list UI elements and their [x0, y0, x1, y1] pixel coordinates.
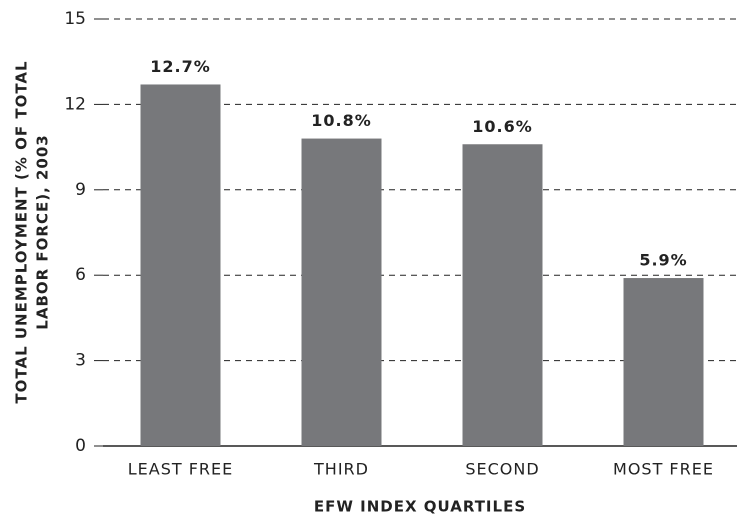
- y-tick-label: 9: [75, 180, 86, 200]
- y-tick-label: 0: [75, 436, 86, 456]
- y-axis-label-line: TOTAL UNEMPLOYMENT (% OF TOTAL: [13, 60, 31, 403]
- bar: [623, 278, 704, 446]
- x-tick-label: MOST FREE: [613, 460, 714, 479]
- value-label: 10.6%: [472, 117, 533, 136]
- bar: [140, 84, 221, 447]
- x-tick-label: THIRD: [313, 460, 369, 479]
- y-tick-label: 15: [64, 9, 86, 29]
- value-label: 10.8%: [311, 111, 372, 130]
- x-tick-label: LEAST FREE: [128, 460, 234, 479]
- y-tick-label: 6: [75, 265, 86, 285]
- bar: [301, 138, 382, 446]
- y-tick-label: 12: [64, 94, 86, 114]
- bar: [462, 144, 543, 446]
- x-tick-label: SECOND: [465, 460, 539, 479]
- value-label: 5.9%: [639, 251, 687, 270]
- y-tick-label: 3: [75, 351, 86, 371]
- y-axis-label: TOTAL UNEMPLOYMENT (% OF TOTAL LABOR FOR…: [13, 60, 52, 403]
- y-axis-label-line: LABOR FORCE), 2003: [34, 134, 52, 329]
- x-axis-label: EFW INDEX QUARTILES: [314, 498, 526, 516]
- value-label: 12.7%: [150, 57, 211, 76]
